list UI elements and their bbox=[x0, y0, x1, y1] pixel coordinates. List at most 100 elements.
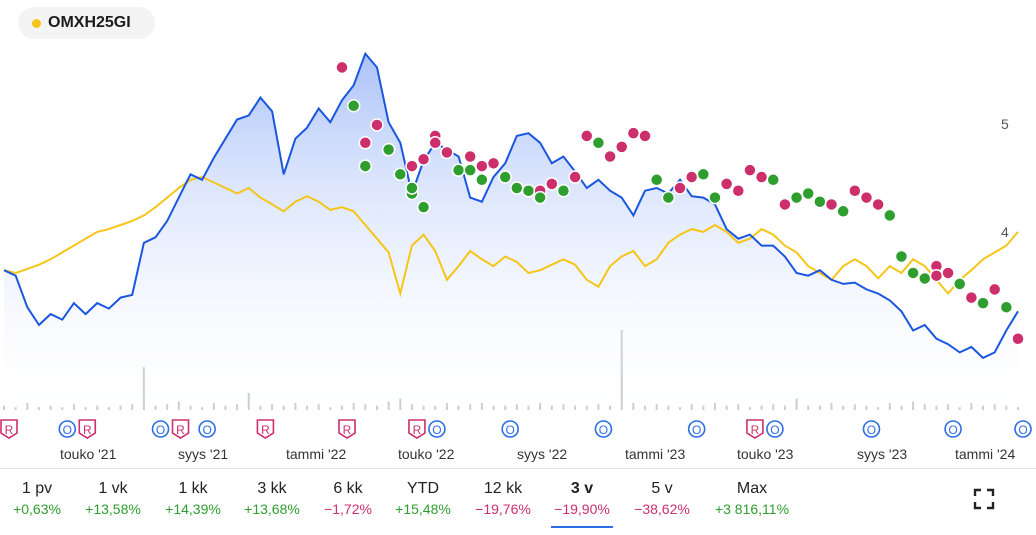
buy-marker[interactable] bbox=[358, 159, 373, 173]
sell-marker[interactable] bbox=[987, 282, 1002, 297]
range-button[interactable]: Max +3 816,11% bbox=[707, 474, 797, 526]
event-badge-r[interactable]: R bbox=[746, 419, 764, 439]
sell-marker[interactable] bbox=[848, 183, 862, 198]
sell-marker[interactable] bbox=[416, 152, 431, 166]
buy-marker[interactable] bbox=[766, 173, 780, 187]
buy-marker[interactable] bbox=[696, 167, 711, 182]
buy-marker[interactable] bbox=[498, 170, 512, 184]
buy-marker[interactable] bbox=[381, 142, 396, 157]
event-badge-o[interactable]: O bbox=[1014, 420, 1032, 438]
buy-marker[interactable] bbox=[883, 208, 897, 223]
sell-marker[interactable] bbox=[335, 60, 349, 75]
sell-marker[interactable] bbox=[358, 136, 373, 150]
event-badge-o[interactable]: O bbox=[944, 420, 962, 438]
sell-marker[interactable] bbox=[603, 149, 617, 164]
x-tick-label: tammi '22 bbox=[286, 446, 346, 462]
event-badge-o[interactable]: O bbox=[687, 420, 706, 438]
buy-marker[interactable] bbox=[393, 167, 408, 182]
buy-marker[interactable] bbox=[510, 181, 524, 195]
sell-marker[interactable] bbox=[405, 159, 419, 173]
sell-marker[interactable] bbox=[743, 163, 757, 177]
event-badge-r[interactable]: R bbox=[0, 419, 18, 439]
range-button[interactable]: 5 v −38,62% bbox=[630, 474, 694, 526]
event-badge-o[interactable]: O bbox=[766, 420, 784, 438]
buy-marker[interactable] bbox=[976, 296, 990, 310]
buy-marker[interactable] bbox=[999, 300, 1014, 314]
range-button[interactable]: 12 kk −19,76% bbox=[471, 474, 535, 526]
event-badge-r[interactable]: R bbox=[78, 419, 97, 439]
sell-marker[interactable] bbox=[440, 145, 454, 160]
event-badge-o[interactable]: O bbox=[428, 420, 446, 438]
fullscreen-icon[interactable] bbox=[972, 487, 996, 511]
buy-marker[interactable] bbox=[556, 183, 571, 198]
sell-marker[interactable] bbox=[545, 177, 559, 191]
sell-marker[interactable] bbox=[1011, 331, 1025, 346]
sell-marker[interactable] bbox=[824, 197, 839, 212]
event-badge-r[interactable]: R bbox=[256, 419, 275, 439]
legend-chip[interactable]: OMXH25GI bbox=[18, 7, 155, 39]
buy-marker[interactable] bbox=[801, 186, 815, 201]
y-tick-label: 4 bbox=[1001, 224, 1009, 240]
buy-marker[interactable] bbox=[451, 163, 466, 177]
sell-marker[interactable] bbox=[731, 183, 746, 198]
range-button[interactable]: 3 kk +13,68% bbox=[240, 474, 304, 526]
buy-marker[interactable] bbox=[918, 271, 932, 286]
event-badge-o[interactable]: O bbox=[594, 420, 613, 438]
buy-marker[interactable] bbox=[533, 190, 547, 205]
sell-marker[interactable] bbox=[370, 118, 384, 132]
buy-marker[interactable] bbox=[836, 204, 850, 219]
range-button[interactable]: 1 vk +13,58% bbox=[81, 474, 145, 526]
sell-marker[interactable] bbox=[626, 126, 641, 140]
buy-marker[interactable] bbox=[894, 249, 909, 264]
event-badge-o[interactable]: O bbox=[151, 420, 170, 438]
sell-marker[interactable] bbox=[568, 170, 582, 184]
range-button[interactable]: 3 v −19,90% bbox=[551, 474, 613, 528]
buy-marker[interactable] bbox=[952, 277, 967, 291]
sell-marker[interactable] bbox=[580, 129, 594, 143]
buy-marker[interactable] bbox=[591, 136, 606, 150]
sell-marker[interactable] bbox=[929, 268, 944, 283]
range-button[interactable]: 1 pv +0,63% bbox=[7, 474, 67, 526]
event-badge-r[interactable]: R bbox=[171, 419, 190, 439]
buy-marker[interactable] bbox=[416, 200, 431, 214]
buy-marker[interactable] bbox=[813, 194, 827, 209]
event-badge-o[interactable]: O bbox=[58, 420, 77, 438]
buy-marker[interactable] bbox=[405, 181, 419, 195]
sell-marker[interactable] bbox=[964, 290, 979, 305]
sell-marker[interactable] bbox=[684, 170, 699, 184]
buy-marker[interactable] bbox=[661, 190, 676, 205]
sell-marker[interactable] bbox=[463, 149, 477, 164]
sell-marker[interactable] bbox=[614, 140, 629, 154]
range-button[interactable]: 6 kk −1,72% bbox=[316, 474, 380, 526]
event-badge-o[interactable]: O bbox=[501, 420, 519, 438]
range-button[interactable]: 1 kk +14,39% bbox=[161, 474, 225, 526]
buy-marker[interactable] bbox=[463, 163, 477, 177]
buy-marker[interactable] bbox=[708, 190, 722, 205]
buy-marker[interactable] bbox=[346, 99, 361, 113]
event-badge-r[interactable]: R bbox=[408, 419, 426, 439]
sell-marker[interactable] bbox=[673, 181, 687, 195]
event-badge-r[interactable]: R bbox=[338, 419, 356, 439]
event-badge-shape bbox=[198, 420, 216, 438]
sell-marker[interactable] bbox=[754, 170, 769, 184]
buy-marker[interactable] bbox=[649, 173, 664, 187]
event-badge-o[interactable]: O bbox=[198, 420, 216, 438]
sell-marker[interactable] bbox=[859, 190, 874, 205]
event-badge-o[interactable]: O bbox=[862, 420, 881, 438]
sell-marker[interactable] bbox=[719, 177, 734, 191]
sell-marker[interactable] bbox=[941, 266, 955, 280]
buy-marker[interactable] bbox=[789, 190, 804, 205]
sell-marker[interactable] bbox=[778, 197, 792, 212]
sell-marker[interactable] bbox=[475, 159, 489, 173]
sell-marker[interactable] bbox=[428, 136, 442, 150]
sell-marker[interactable] bbox=[638, 129, 652, 143]
buy-marker[interactable] bbox=[475, 173, 489, 187]
trade-markers[interactable] bbox=[335, 60, 1025, 346]
range-button[interactable]: YTD +15,48% bbox=[391, 474, 455, 526]
sell-marker[interactable] bbox=[871, 197, 885, 212]
buy-marker[interactable] bbox=[906, 266, 920, 280]
sell-marker[interactable] bbox=[486, 156, 501, 171]
buy-marker[interactable] bbox=[521, 183, 536, 198]
